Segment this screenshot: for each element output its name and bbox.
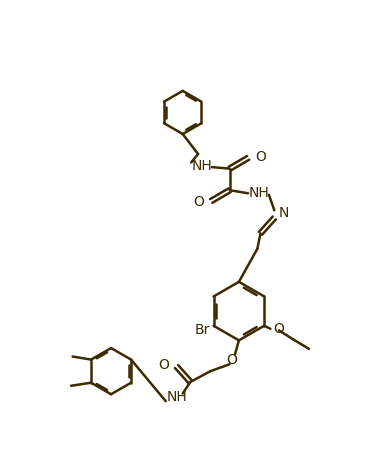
Text: O: O <box>226 352 237 367</box>
Text: N: N <box>278 206 288 220</box>
Text: O: O <box>273 322 284 336</box>
Text: NH: NH <box>191 159 212 172</box>
Text: NH: NH <box>166 390 187 404</box>
Text: O: O <box>255 150 266 164</box>
Text: O: O <box>159 358 170 372</box>
Text: Br: Br <box>195 323 211 337</box>
Text: O: O <box>193 195 204 209</box>
Text: NH: NH <box>249 186 269 200</box>
